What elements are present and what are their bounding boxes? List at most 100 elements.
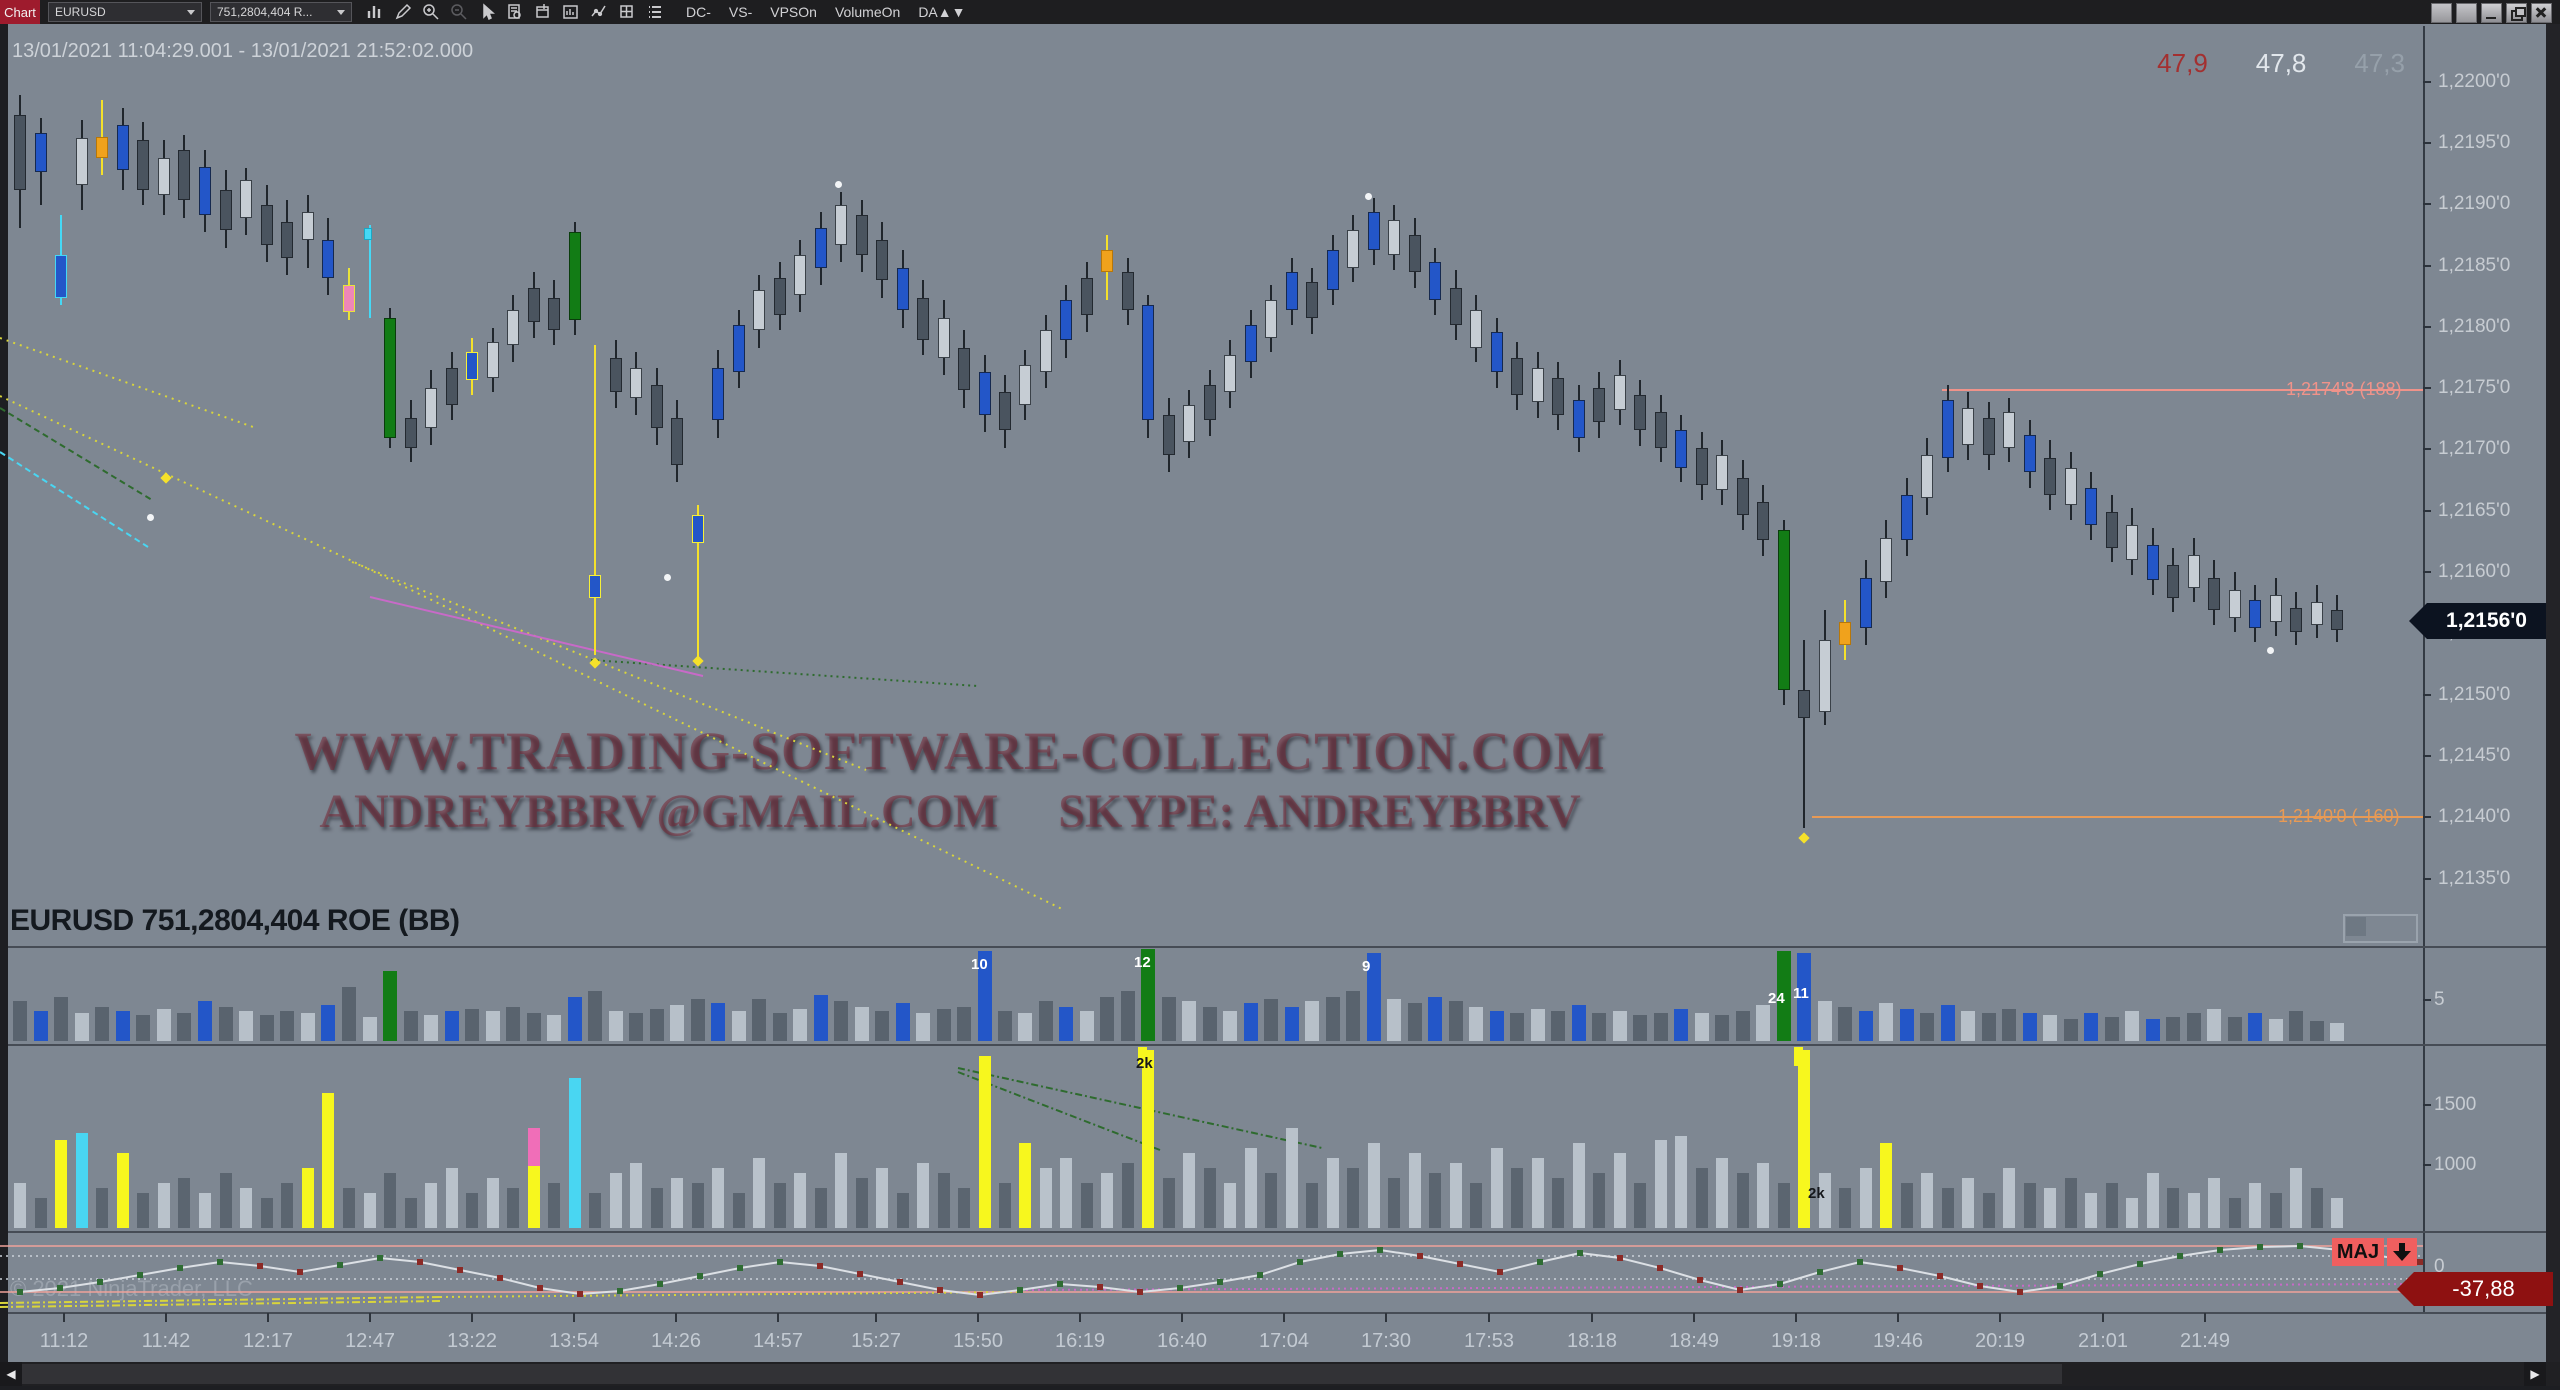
menu-item-vpson[interactable]: VPSOn — [770, 4, 817, 20]
volume2-bar — [1163, 1178, 1175, 1228]
volume2-size-label: 2k — [1136, 1055, 1153, 1072]
time-axis-tick — [1181, 1313, 1183, 1322]
minimize-button[interactable] — [2481, 3, 2502, 23]
candle-body — [1593, 388, 1605, 422]
indicator-readout: 47,9 47,8 47,3 — [2100, 48, 2405, 79]
chart-window-icon[interactable] — [558, 2, 584, 22]
volume-bar — [1797, 953, 1811, 1041]
oscillator-marker — [1457, 1261, 1463, 1267]
cursor-icon[interactable] — [474, 2, 500, 22]
volume-bar — [1900, 1009, 1914, 1041]
volume-bar — [1387, 999, 1401, 1041]
price-axis-label: 1,2195'0 — [2438, 132, 2511, 153]
readout-value-1: 47,9 — [2157, 48, 2208, 78]
toolbar-extra-button[interactable] — [2456, 3, 2477, 23]
list-icon[interactable] — [642, 2, 668, 22]
chevron-down-icon — [187, 9, 195, 15]
candle-body — [1942, 400, 1954, 458]
volume2-bar — [2065, 1178, 2077, 1228]
time-axis-label: 12:17 — [242, 1330, 294, 1352]
candle-body — [835, 205, 847, 245]
candle-body — [425, 388, 437, 428]
toolbar-extra-button[interactable] — [2431, 3, 2452, 23]
zoom-in-icon[interactable] — [418, 2, 444, 22]
volume-bar — [814, 995, 828, 1041]
volume-bar — [2105, 1017, 2119, 1041]
volume-bar — [916, 1013, 930, 1041]
candle-body — [2167, 565, 2179, 598]
candle-body — [692, 515, 704, 543]
horizontal-scrollbar[interactable]: ◀ ▶ — [0, 1362, 2560, 1386]
volume2-bar — [815, 1188, 827, 1228]
oscillator-marker — [657, 1281, 663, 1287]
restore-button[interactable] — [2506, 3, 2527, 23]
window-right-edge — [2546, 24, 2560, 1390]
oscillator-marker — [977, 1292, 983, 1298]
axis-mini-scrollbar[interactable] — [2343, 914, 2418, 943]
volume-bar — [650, 1009, 664, 1041]
time-axis-tick — [1693, 1313, 1695, 1322]
window-icon[interactable] — [530, 2, 556, 22]
menu-item-da[interactable]: DA▲▼ — [918, 4, 966, 20]
candle-body — [364, 228, 372, 240]
volume2-bar — [999, 1183, 1011, 1228]
volume2-bar — [1716, 1158, 1728, 1228]
candle-body — [733, 325, 745, 372]
volume-bar — [2023, 1013, 2037, 1041]
menu-item-vs[interactable]: VS- — [728, 4, 753, 20]
volume2-bar — [261, 1198, 273, 1228]
volume2-bar — [1839, 1188, 1851, 1228]
panel-divider[interactable] — [8, 946, 2546, 948]
mini-scrollbar-thumb[interactable] — [2346, 917, 2366, 936]
chart-menu-button[interactable]: Chart — [0, 0, 40, 24]
grid-icon[interactable] — [614, 2, 640, 22]
panel-divider[interactable] — [8, 1044, 2546, 1046]
volume2-bar — [1798, 1050, 1810, 1228]
candle-body — [1491, 332, 1503, 372]
instrument-dropdown[interactable]: EURUSD — [48, 2, 202, 22]
volume2-bar — [1204, 1168, 1216, 1228]
scrollbar-thumb[interactable] — [22, 1364, 2062, 1384]
volume-bar — [1428, 997, 1442, 1041]
menu-item-volumeon[interactable]: VolumeOn — [834, 4, 901, 20]
doc-search-icon[interactable] — [502, 2, 528, 22]
series-dropdown[interactable]: 751,2804,404 R... — [210, 2, 352, 22]
candle-body — [261, 205, 273, 245]
volume2-bar — [671, 1178, 683, 1228]
menu-item-dc[interactable]: DC- — [686, 4, 711, 20]
scroll-left-button[interactable]: ◀ — [0, 1362, 22, 1386]
time-axis-tick — [2102, 1313, 2104, 1322]
volume2-bar-pink-top — [528, 1128, 540, 1166]
volume-bar — [383, 971, 397, 1041]
bars-icon[interactable] — [362, 2, 388, 22]
volume-count-label: 24 — [1768, 990, 1785, 1007]
oscillator-marker — [1137, 1289, 1143, 1295]
oscillator-marker — [1097, 1284, 1103, 1290]
close-button[interactable] — [2531, 3, 2552, 23]
polyline-icon[interactable] — [586, 2, 612, 22]
zoom-out-icon[interactable] — [446, 2, 472, 22]
panel2-axis-label: 1000 — [2434, 1154, 2477, 1175]
volume2-bar — [14, 1183, 26, 1228]
candle-body — [610, 358, 622, 392]
time-axis-tick — [267, 1313, 269, 1322]
price-axis-tick — [2423, 387, 2431, 389]
panel-divider[interactable] — [8, 1231, 2546, 1233]
price-axis-label: 1,2185'0 — [2438, 255, 2511, 276]
volume2-bar — [1491, 1148, 1503, 1228]
volume2-bar — [1696, 1168, 1708, 1228]
volume2-bar — [856, 1178, 868, 1228]
volume2-bar — [1778, 1183, 1790, 1228]
volume2-bar — [158, 1183, 170, 1228]
volume2-bar — [405, 1198, 417, 1228]
volume2-bar — [425, 1183, 437, 1228]
volume-bar — [629, 1013, 643, 1041]
scroll-right-button[interactable]: ▶ — [2524, 1362, 2546, 1386]
price-axis-label: 1,2190'0 — [2438, 193, 2511, 214]
volume-bar — [1244, 1003, 1258, 1041]
volume-bar — [1838, 1007, 1852, 1041]
candle-wick — [594, 345, 596, 655]
pencil-icon[interactable] — [390, 2, 416, 22]
oscillator-marker — [857, 1271, 863, 1277]
